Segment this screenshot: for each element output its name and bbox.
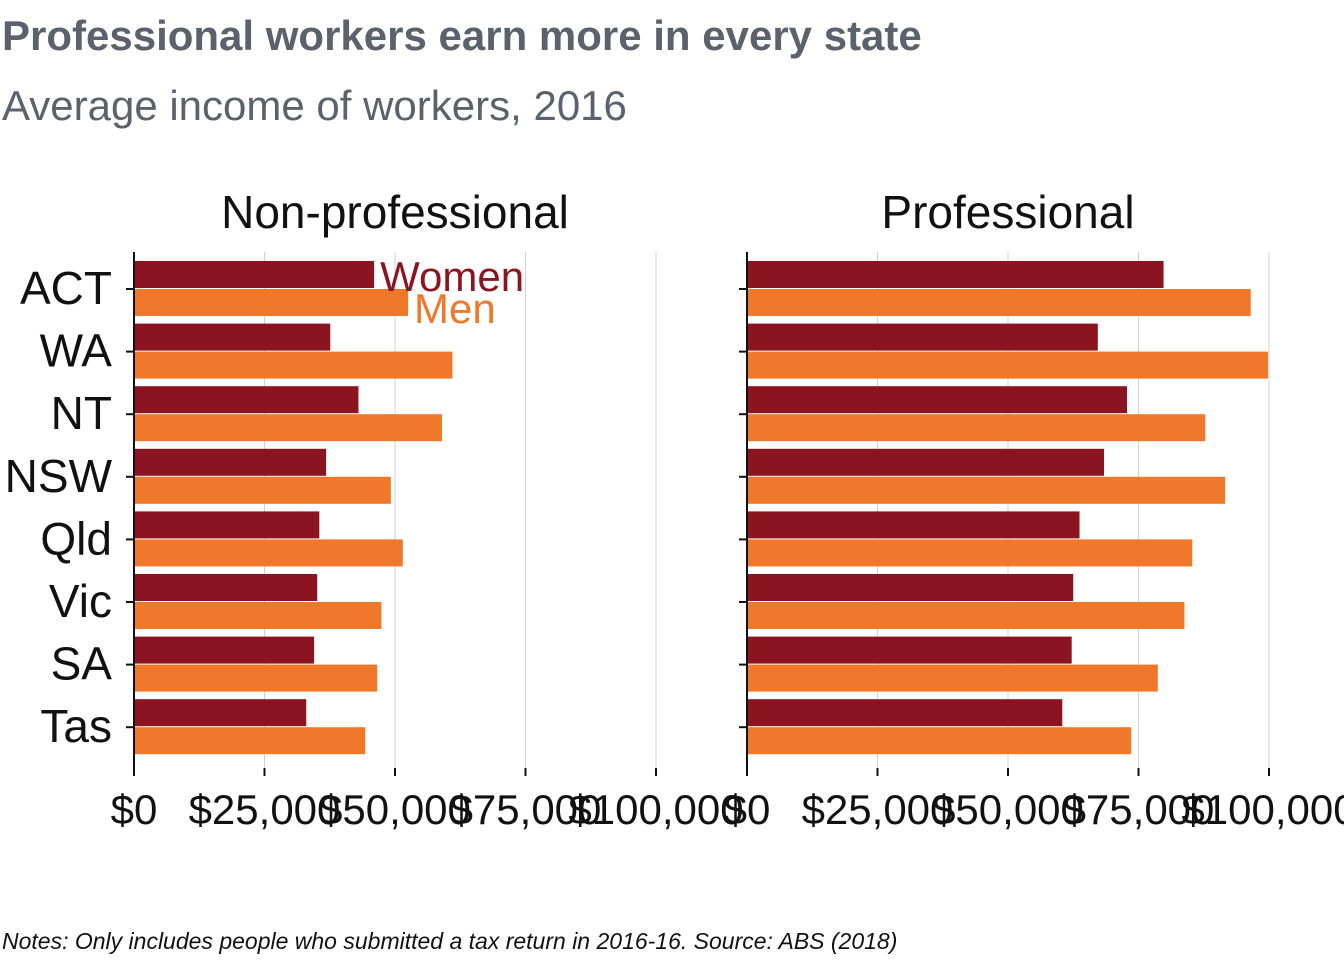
x-tick-label: $25,000	[802, 786, 954, 833]
facet-title-1: Non-professional	[221, 186, 569, 238]
x-tick-label: $100,000	[568, 786, 743, 833]
bar-women-sa	[747, 636, 1072, 664]
state-label-sa: SA	[51, 638, 113, 690]
bar-women-tas	[134, 699, 307, 727]
x-tick-label: $0	[724, 786, 771, 833]
bar-men-nt	[747, 414, 1206, 442]
x-tick-label: $25,000	[189, 786, 341, 833]
bar-men-nt	[134, 414, 442, 442]
state-label-wa: WA	[40, 325, 113, 377]
bar-women-sa	[134, 636, 315, 664]
x-tick-label: $0	[111, 786, 158, 833]
bar-men-vic	[134, 602, 382, 629]
bar-men-tas	[747, 727, 1132, 755]
bar-men-act	[747, 289, 1251, 316]
state-label-vic: Vic	[49, 575, 112, 627]
bar-women-nt	[134, 386, 359, 414]
bar-men-qld	[134, 539, 403, 567]
legend-label-women: Women	[380, 253, 524, 300]
state-label-tas: Tas	[40, 700, 112, 752]
bar-women-vic	[134, 574, 318, 601]
bar-women-wa	[747, 323, 1098, 351]
x-tick-label: $75,000	[450, 786, 602, 833]
chart-subtitle: Average income of workers, 2016	[2, 82, 627, 129]
bar-men-wa	[134, 351, 453, 379]
facet-title-2: Professional	[881, 186, 1134, 238]
bar-women-nsw	[747, 448, 1105, 476]
x-tick-label: $50,000	[932, 786, 1084, 833]
bar-women-nsw	[134, 448, 327, 476]
state-label-nt: NT	[51, 387, 112, 439]
state-label-nsw: NSW	[5, 450, 113, 502]
bar-men-nsw	[747, 476, 1226, 504]
bar-men-sa	[747, 664, 1158, 692]
chart-note: Notes: Only includes people who submitte…	[2, 928, 898, 954]
bar-men-wa	[747, 351, 1268, 379]
bar-women-qld	[134, 511, 320, 539]
bar-women-tas	[747, 699, 1063, 727]
bar-women-vic	[747, 574, 1074, 601]
bar-women-act	[134, 261, 375, 288]
bar-women-qld	[747, 511, 1080, 539]
legend-label-men: Men	[414, 285, 496, 332]
bar-women-act	[747, 261, 1164, 288]
x-tick-label: $75,000	[1063, 786, 1215, 833]
x-tick-label: $100,000	[1181, 786, 1344, 833]
bar-men-sa	[134, 664, 378, 692]
bar-men-qld	[747, 539, 1193, 567]
state-label-act: ACT	[20, 262, 112, 314]
chart-title: Professional workers earn more in every …	[2, 12, 922, 59]
bar-men-nsw	[134, 476, 391, 504]
bar-men-vic	[747, 602, 1185, 629]
bar-women-nt	[747, 386, 1128, 414]
bar-women-wa	[134, 323, 331, 351]
bar-men-act	[134, 289, 409, 316]
bar-men-tas	[134, 727, 366, 755]
x-tick-label: $50,000	[319, 786, 471, 833]
state-label-qld: Qld	[40, 512, 112, 564]
